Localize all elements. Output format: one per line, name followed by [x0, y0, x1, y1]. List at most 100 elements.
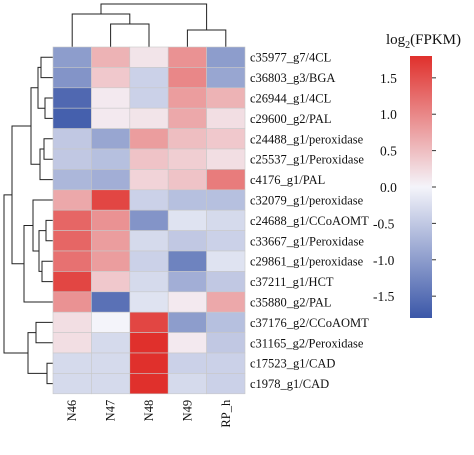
heatmap-cell: [129, 107, 169, 129]
row-dendrogram: [3, 56, 53, 385]
heatmap-cell: [91, 332, 131, 354]
row-label: c32079_g1/peroxidase: [250, 194, 364, 208]
dendrogram-branch: [3, 194, 28, 354]
heatmap-cell: [206, 189, 246, 211]
heatmap-cell: [52, 169, 92, 191]
legend-ticks: 1.5 1.0 0.5 0.0 -0.5 -1.0 -1.5: [373, 71, 436, 304]
row-label: c24688_g1/CCoAOMT: [250, 214, 369, 228]
dendrogram-branch: [27, 332, 47, 374]
column-label: N47: [104, 400, 118, 422]
heatmap-cell: [206, 87, 246, 109]
legend-colorbar: [410, 56, 432, 318]
heatmap-cell: [206, 46, 246, 68]
legend-tick-label: 0.0: [380, 180, 397, 195]
heatmap-cell: [167, 250, 207, 272]
legend-tick-label: -1.5: [373, 289, 395, 304]
heatmap-cell: [52, 352, 92, 374]
heatmap-cell: [206, 332, 246, 354]
heatmap-cell: [206, 291, 246, 313]
heatmap-cell: [52, 209, 92, 231]
color-legend: log2(FPKM) 1.5 1.0 0.5 0.0 -0.5 -1.0 -1.5: [373, 32, 461, 318]
heatmap-cell: [91, 311, 131, 333]
heatmap-cell: [129, 271, 169, 293]
heatmap-cell: [52, 373, 92, 395]
heatmap-cell: [52, 107, 92, 129]
heatmap-cell: [129, 189, 169, 211]
column-label: N46: [65, 400, 79, 422]
heatmap-cell: [129, 128, 169, 150]
heatmap-cell: [206, 373, 246, 395]
heatmap-cells: [52, 46, 246, 395]
heatmap-cell: [206, 271, 246, 293]
legend-tick-label: -0.5: [373, 216, 395, 231]
heatmap-cell: [167, 209, 207, 231]
heatmap-cell: [52, 189, 92, 211]
heatmap-cell: [129, 311, 169, 333]
heatmap-cell: [129, 148, 169, 170]
row-label: c29861_g1/peroxidase: [250, 255, 364, 269]
heatmap-cell: [129, 291, 169, 313]
row-label: c35880_g2/PAL: [250, 296, 332, 310]
heatmap-cell: [52, 128, 92, 150]
heatmap-cell: [91, 46, 131, 68]
dendrogram-branch: [44, 97, 53, 119]
heatmap-cell: [91, 189, 131, 211]
legend-tick-label: 0.5: [380, 144, 397, 159]
row-label: c29600_g2/PAL: [250, 112, 332, 126]
heatmap-cell: [167, 128, 207, 150]
dendrogram-branch: [45, 219, 53, 242]
dendrogram-branch: [40, 56, 53, 79]
row-label: c31165_g2/Peroxidase: [250, 336, 364, 350]
dendrogram-branch: [71, 13, 131, 47]
heatmap-cell: [167, 148, 207, 170]
heatmap-cell: [167, 352, 207, 374]
heatmap-cell: [52, 332, 92, 354]
dendrogram-branch: [46, 362, 53, 385]
heatmap-cell: [52, 311, 92, 333]
heatmap-cell: [206, 169, 246, 191]
legend-tick-label: -1.0: [373, 253, 395, 268]
heatmap-cell: [167, 373, 207, 395]
heatmap-cell: [167, 107, 207, 129]
column-dendrogram: [71, 3, 227, 47]
heatmap-cell: [52, 230, 92, 252]
heatmap-cell: [129, 230, 169, 252]
dendrogram-branch: [32, 199, 53, 252]
heatmap-cell: [129, 250, 169, 272]
heatmap-cell: [167, 46, 207, 68]
heatmap-cell: [91, 352, 131, 374]
heatmap-cell: [129, 169, 169, 191]
heatmap-cell: [91, 209, 131, 231]
heatmap-cell: [167, 169, 207, 191]
legend-tick-label: 1.5: [380, 71, 397, 86]
heatmap-cell: [167, 332, 207, 354]
heatmap-cell: [91, 250, 131, 272]
dendrogram-branch: [39, 148, 53, 181]
row-label: c1978_g1/CAD: [250, 377, 329, 391]
row-label: c24488_g1/peroxidase: [250, 132, 364, 146]
dendrogram-branch: [186, 29, 227, 47]
heatmap-cell: [167, 291, 207, 313]
dendrogram-branch: [35, 321, 53, 344]
heatmap-cell: [91, 169, 131, 191]
row-label: c25537_g1/Peroxidase: [250, 153, 364, 167]
heatmap-cell: [52, 271, 92, 293]
heatmap-cell: [91, 271, 131, 293]
heatmap-cell: [52, 67, 92, 89]
column-label: N49: [180, 400, 194, 422]
heatmap-cell: [52, 46, 92, 68]
row-label: c36803_g3/BGA: [250, 71, 335, 85]
heatmap-cell: [206, 250, 246, 272]
heatmap-cell: [129, 332, 169, 354]
column-label: N48: [142, 400, 156, 422]
heatmap-cell: [129, 352, 169, 374]
column-labels: N46 N47 N48 N49 RP_h: [65, 399, 233, 428]
legend-tick-label: 1.0: [380, 107, 397, 122]
heatmap-cell: [91, 373, 131, 395]
heatmap-cell: [206, 311, 246, 333]
heatmap-cell: [167, 189, 207, 211]
dendrogram-branch: [30, 87, 40, 165]
row-label: c33667_g1/Peroxidase: [250, 234, 364, 248]
dendrogram-branch: [43, 138, 53, 160]
dendrogram-branch: [41, 260, 53, 283]
